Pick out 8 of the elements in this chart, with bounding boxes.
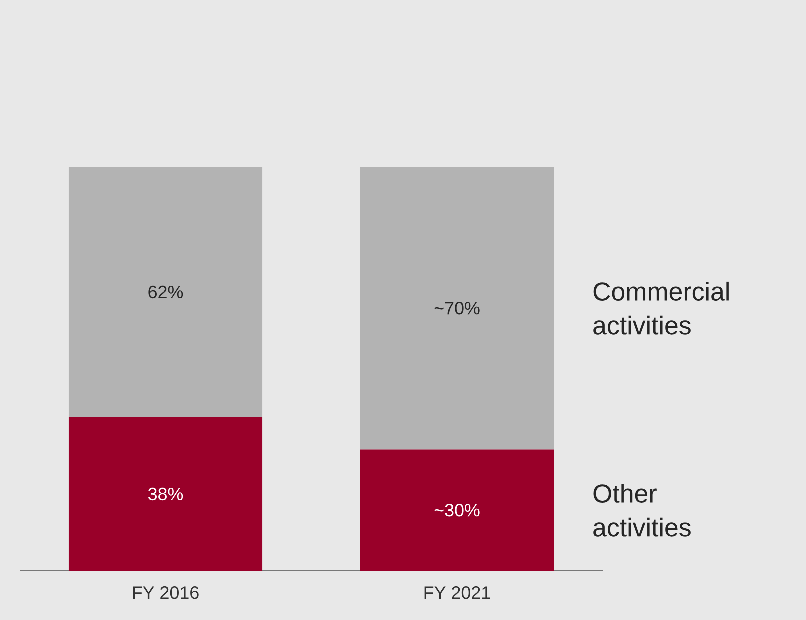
x-tick-label: FY 2021 — [424, 586, 490, 600]
data-label: ~30% — [434, 504, 480, 517]
data-label: ~70% — [434, 302, 480, 315]
data-label: 62% — [148, 286, 184, 299]
data-label: 38% — [148, 488, 184, 501]
series-label: Other activities — [594, 484, 691, 537]
x-tick-label: FY 2016 — [133, 586, 199, 600]
series-label: Commercial activities — [594, 282, 729, 335]
